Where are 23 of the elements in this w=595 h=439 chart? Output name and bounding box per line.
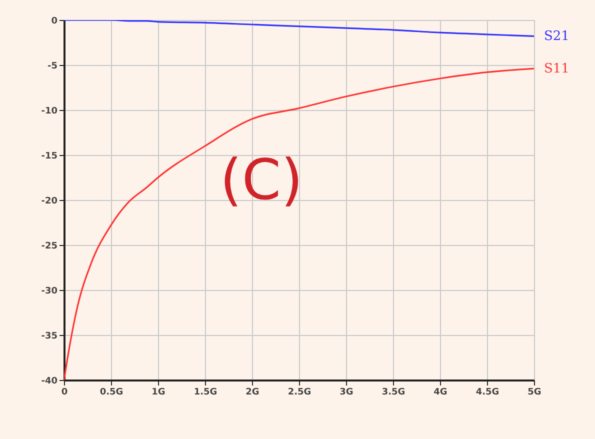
x-tick-label: 5G xyxy=(528,388,542,398)
x-tick-label: 4G xyxy=(434,388,448,398)
annotation: (C) xyxy=(220,148,303,213)
x-tick-label: 3.5G xyxy=(382,388,406,398)
x-tick-label: 4.5G xyxy=(476,388,500,398)
x-tick-label: 0.5G xyxy=(100,388,124,398)
y-tick-label: -30 xyxy=(41,286,58,296)
y-tick-label: -20 xyxy=(41,196,58,206)
x-tick-label: 0 xyxy=(61,388,68,398)
series-label: S21 xyxy=(544,29,570,44)
y-tick-label: -25 xyxy=(41,242,58,252)
y-tick-label: -35 xyxy=(41,332,58,342)
y-tick-label: 0 xyxy=(51,16,58,26)
y-tick-label: -5 xyxy=(48,62,58,72)
x-tick-label: 1G xyxy=(152,388,166,398)
y-tick-label: -40 xyxy=(41,376,58,386)
x-tick-label: 3G xyxy=(340,388,354,398)
x-tick-label: 2.5G xyxy=(288,388,312,398)
x-tick-label: 1.5G xyxy=(194,388,218,398)
y-tick-label: -10 xyxy=(41,106,58,116)
y-tick-label: -15 xyxy=(41,152,58,162)
series-label: S11 xyxy=(544,62,570,77)
x-tick-label: 2G xyxy=(246,388,260,398)
